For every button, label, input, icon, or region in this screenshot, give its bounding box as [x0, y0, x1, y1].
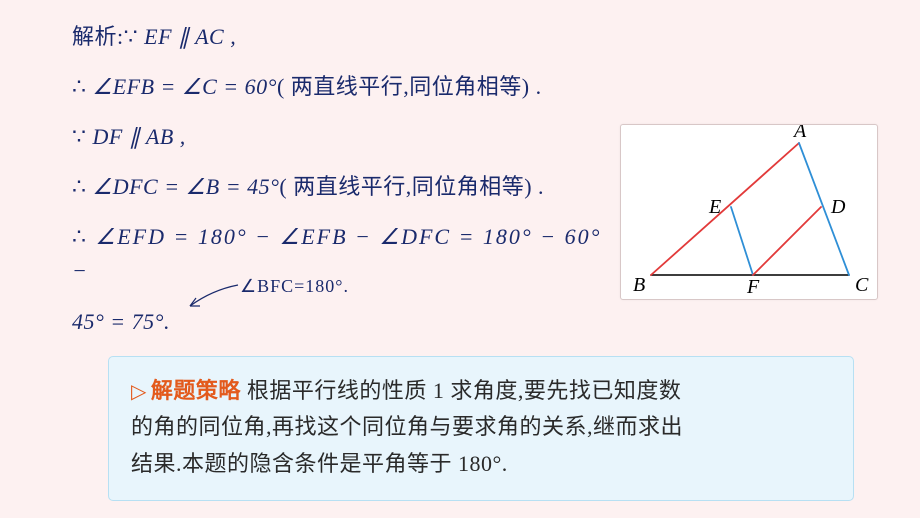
solution-line-1: 解析:∵ EF ∥ AC , [72, 20, 622, 54]
expr-4: ∠DFC = ∠B = 45° [93, 174, 280, 199]
svg-text:B: B [633, 274, 645, 296]
svg-text:D: D [830, 196, 846, 218]
expr-6: 45° = 75°. [72, 309, 170, 334]
strategy-title: 解题策略 [151, 378, 241, 403]
expr-3: DF ∥ AB , [93, 124, 186, 149]
solution-text: 解析:∵ EF ∥ AC , ∴ ∠EFB = ∠C = 60°( 两直线平行,… [72, 20, 622, 355]
sym-therefore-1: ∴ [72, 74, 93, 99]
sym-because-1: ∵ [124, 24, 139, 49]
arrow-curve [190, 285, 238, 306]
expr-5: ∠EFD = 180° − ∠EFB − ∠DFC = 180° − 60° − [72, 224, 601, 283]
solution-line-6: 45° = 75°. [72, 305, 622, 339]
strategy-box: ▷解题策略 根据平行线的性质 1 求角度,要先找已知度数 的角的同位角,再找这个… [108, 356, 854, 501]
strategy-body-3: 结果.本题的隐含条件是平角等于 180°. [131, 451, 508, 476]
solution-line-4: ∴ ∠DFC = ∠B = 45°( 两直线平行,同位角相等) . [72, 170, 622, 204]
sym-because-2: ∵ [72, 124, 93, 149]
strategy-marker: ▷ [131, 381, 147, 403]
sym-therefore-3: ∴ [72, 224, 96, 249]
annotation-text: ∠BFC=180°. [240, 276, 349, 297]
expr-2: ∠EFB = ∠C = 60° [93, 74, 277, 99]
label-analysis: 解析: [72, 24, 124, 49]
solution-line-3: ∵ DF ∥ AB , [72, 120, 622, 154]
svg-text:A: A [792, 125, 807, 142]
strategy-body-2: 的角的同位角,再找这个同位角与要求角的关系,继而求出 [131, 414, 683, 439]
solution-line-2: ∴ ∠EFB = ∠C = 60°( 两直线平行,同位角相等) . [72, 70, 622, 104]
expr-1: EF ∥ AC , [138, 24, 236, 49]
reason-2: ( 两直线平行,同位角相等) . [277, 74, 542, 99]
svg-text:E: E [708, 196, 721, 218]
sym-therefore-2: ∴ [72, 174, 93, 199]
reason-4: ( 两直线平行,同位角相等) . [279, 174, 544, 199]
triangle-svg: A B C D E F [621, 125, 877, 299]
strategy-body-1: 根据平行线的性质 1 求角度,要先找已知度数 [241, 378, 682, 403]
svg-text:C: C [855, 274, 869, 296]
triangle-diagram: A B C D E F [620, 124, 878, 300]
svg-text:F: F [746, 276, 760, 298]
